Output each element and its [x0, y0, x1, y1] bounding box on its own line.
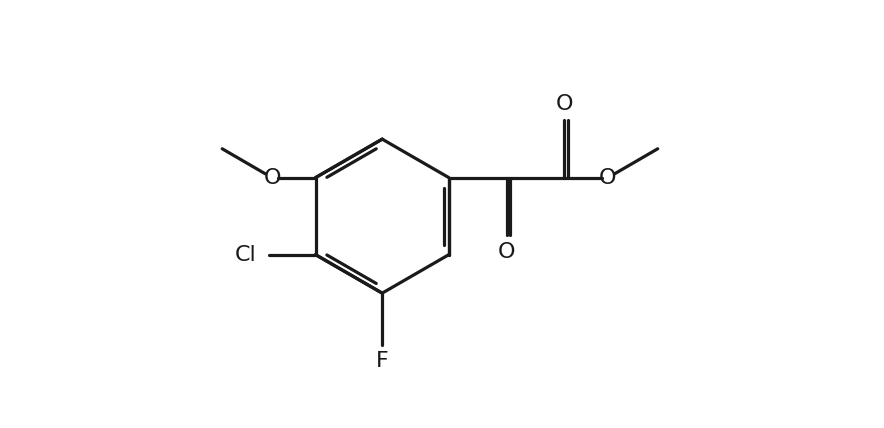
Text: Cl: Cl — [234, 245, 256, 265]
Text: O: O — [498, 241, 515, 262]
Text: O: O — [556, 94, 573, 114]
Text: O: O — [263, 168, 281, 187]
Text: O: O — [599, 168, 616, 187]
Text: F: F — [376, 351, 389, 371]
